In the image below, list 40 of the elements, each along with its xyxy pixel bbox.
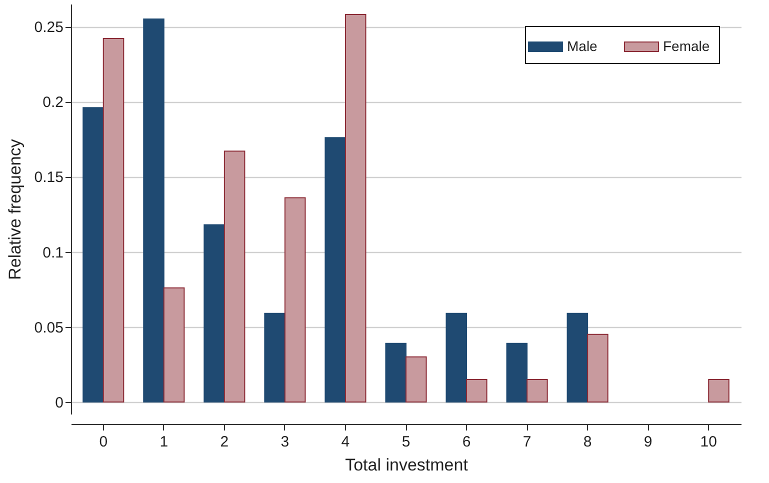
bar	[264, 312, 286, 402]
bar	[102, 38, 124, 402]
bar	[224, 150, 246, 402]
bar	[163, 287, 185, 402]
bar	[82, 107, 104, 402]
x-tick-label: 10	[700, 434, 717, 450]
legend-label: Female	[663, 38, 710, 54]
x-tick-label: 6	[462, 434, 471, 450]
y-tick-label: 0.05	[34, 319, 64, 336]
bar	[324, 137, 346, 402]
x-tick-label: 8	[583, 434, 592, 450]
y-tick-label: 0	[55, 394, 64, 412]
bar	[526, 378, 548, 402]
bar	[466, 378, 488, 402]
y-tick-label: 0.15	[34, 169, 64, 186]
x-tick-label: 0	[99, 434, 108, 450]
bar	[446, 312, 468, 402]
legend-label: Male	[567, 38, 598, 54]
x-tick-label: 7	[522, 434, 532, 450]
x-tick-label: 3	[280, 434, 290, 450]
y-tick-label: 0.2	[42, 94, 64, 112]
y-tick-label: 0.25	[34, 19, 64, 36]
bar	[566, 312, 588, 402]
bar	[385, 342, 406, 402]
x-axis-title: Total investment	[345, 456, 468, 474]
bar	[284, 197, 306, 402]
x-tick-label: 2	[220, 434, 229, 450]
x-tick-label: 1	[160, 434, 168, 450]
bar	[344, 14, 366, 402]
x-tick-label: 5	[402, 434, 410, 450]
bar	[143, 18, 164, 402]
x-tick-label: 9	[644, 434, 652, 450]
x-tick-label: 4	[341, 434, 350, 450]
bar	[587, 334, 608, 402]
y-tick-label: 0.1	[42, 244, 64, 262]
bar	[708, 378, 730, 402]
bar	[204, 224, 225, 402]
bar	[406, 356, 427, 402]
bar	[506, 342, 528, 402]
y-axis-title: Relative frequency	[5, 138, 24, 280]
